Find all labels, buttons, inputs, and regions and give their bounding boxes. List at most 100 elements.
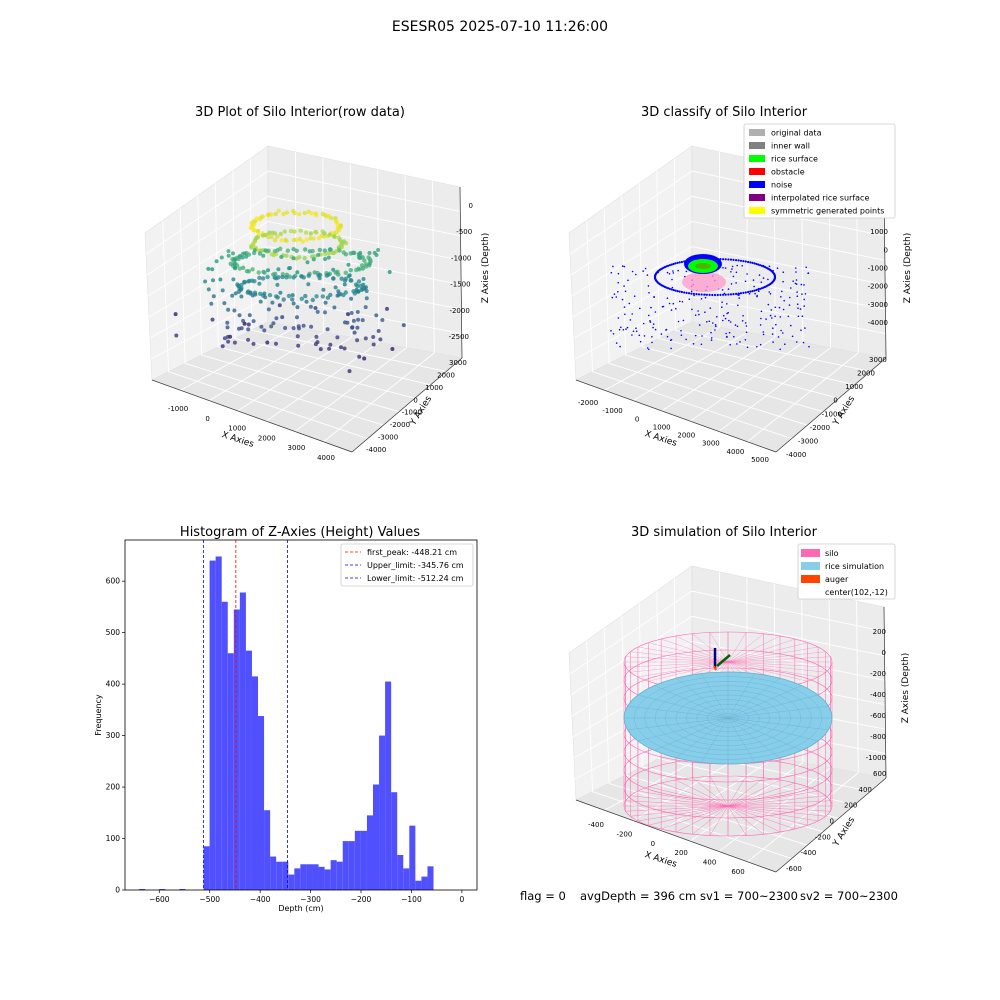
rice-mesh-spoke (637, 717, 729, 742)
noise-point (734, 324, 737, 326)
noise-point (756, 346, 758, 348)
data-point (330, 250, 335, 255)
noise-point (623, 306, 626, 308)
tick-label: -1000 (602, 407, 622, 415)
noise-point (712, 322, 714, 324)
silo-floor-spoke (648, 805, 729, 826)
data-point (316, 253, 321, 257)
noise-point (762, 331, 765, 333)
noise-point (721, 301, 723, 304)
auger-arm (716, 654, 731, 667)
data-point (225, 320, 230, 325)
data-point (237, 313, 242, 318)
suptitle: ESESR05 2025-07-10 11:26:00 (392, 19, 608, 35)
data-point (228, 261, 233, 266)
histogram-bar (282, 861, 289, 890)
noise-point (651, 336, 653, 338)
grid-line (349, 163, 352, 338)
noise-point (710, 331, 712, 334)
noise-point (760, 281, 763, 284)
noise-point (670, 288, 673, 291)
noise-point (758, 274, 761, 276)
tick-label: 2000 (677, 432, 695, 440)
tick-label: -2000 (449, 307, 469, 315)
silo-top-spoke (727, 656, 831, 663)
tick-label: -1500 (450, 281, 470, 289)
noise-point (759, 343, 762, 346)
grid-line (718, 767, 831, 852)
noise-point (724, 267, 727, 269)
silo-floor-spoke (625, 805, 729, 812)
data-point (361, 277, 366, 281)
noise-point (778, 306, 781, 309)
noise-point (794, 282, 797, 285)
noise-point (678, 290, 681, 293)
data-point (346, 274, 351, 279)
silo-top-spoke (727, 632, 747, 663)
histogram-bar (251, 676, 259, 890)
noise-point (787, 315, 790, 318)
data-point (355, 310, 360, 314)
noise-point (626, 326, 629, 329)
data-point (203, 279, 208, 284)
noise-point (670, 339, 673, 341)
silo-floor-spoke (727, 790, 819, 807)
silo-floor-spoke (727, 805, 831, 812)
noise-point (804, 327, 806, 329)
data-point (226, 253, 231, 258)
data-point (378, 337, 383, 342)
grid-line (208, 331, 324, 401)
data-point (270, 300, 275, 305)
noise-point (715, 325, 717, 328)
data-point (334, 229, 339, 235)
noise-point (796, 291, 798, 293)
status-footer: flag = 0 avgDepth = 396 cm sv1 = 700~230… (520, 889, 898, 903)
x-tick-labels: -2000 -1000 0 1000 2000 3000 4000 5000 (578, 399, 769, 464)
noise-point (753, 289, 756, 292)
data-point (343, 276, 348, 281)
noise-point (744, 291, 747, 294)
grid-line (632, 331, 748, 401)
tick-label: -4000 (868, 319, 888, 327)
noise-point (615, 296, 618, 298)
noise-point (678, 261, 681, 264)
noise-point (639, 307, 641, 310)
data-point (251, 319, 256, 324)
z-axis-label: Z Axies (Depth) (903, 233, 913, 304)
grid-line (197, 195, 400, 413)
noise-point (617, 291, 619, 293)
legend-label: rice surface (771, 155, 818, 164)
noise-point (674, 262, 677, 265)
data-point (325, 327, 330, 332)
x-axis-line (151, 379, 353, 453)
data-point (291, 301, 296, 306)
histogram-bar (324, 869, 331, 890)
noise-point (742, 291, 745, 294)
data-point (305, 260, 310, 265)
data-point (349, 296, 354, 301)
tick-label: -1000 (451, 254, 471, 262)
silo-top-spoke (675, 635, 729, 663)
histogram-bar (306, 864, 313, 890)
noise-point (668, 287, 671, 290)
noise-point (708, 320, 711, 323)
tick-label: 2000 (857, 370, 875, 378)
noise-point (753, 262, 756, 265)
tick-label: 2000 (437, 371, 455, 379)
noise-point (687, 292, 691, 295)
z-axis-label: Z Axies (Depth) (481, 233, 491, 304)
silo-floor-spoke (625, 800, 729, 807)
noise-point (716, 293, 719, 297)
legend: silo rice simulation auger center(102,-12) (797, 543, 896, 600)
data-point (335, 335, 340, 340)
noise-point (730, 283, 733, 285)
noise-point (693, 294, 695, 297)
noise-point (725, 332, 727, 335)
data-point (308, 231, 313, 236)
data-point (232, 340, 237, 345)
data-point (308, 236, 313, 241)
noise-point (700, 298, 703, 300)
data-point (323, 300, 328, 305)
data-point (323, 257, 328, 261)
tick-label: 4000 (727, 448, 745, 456)
